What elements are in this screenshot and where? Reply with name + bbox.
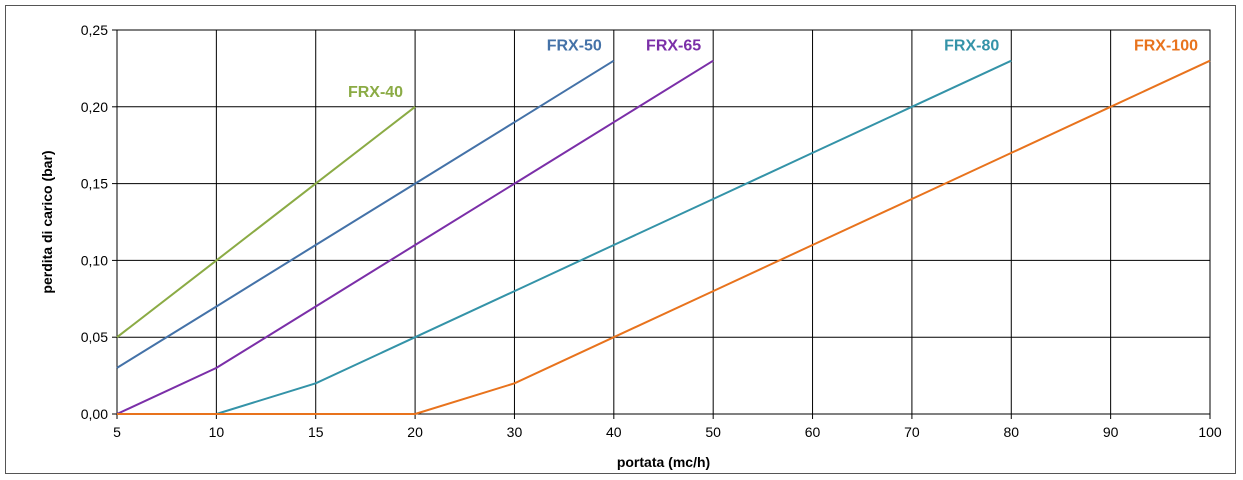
x-axis-title: portata (mc/h)	[617, 454, 710, 470]
series-line-frx-65	[116, 59, 714, 415]
y-tick-label: 0,20	[81, 99, 108, 115]
series-line-frx-40	[116, 106, 416, 338]
x-tick-label: 70	[904, 424, 920, 440]
series-line-frx-50	[116, 59, 615, 369]
x-tick-label: 5	[113, 424, 121, 440]
series-line-frx-100	[117, 59, 1211, 415]
x-tick-label: 60	[805, 424, 821, 440]
x-tick-label: 90	[1103, 424, 1119, 440]
x-tick-label: 10	[209, 424, 225, 440]
y-tick-label: 0,05	[81, 329, 108, 345]
y-tick-label: 0,25	[81, 22, 108, 38]
series-label-frx-50: FRX-50	[547, 38, 602, 55]
x-tick-label: 80	[1003, 424, 1019, 440]
plot-area	[116, 29, 1211, 415]
chart-frame	[5, 5, 1236, 474]
series-label-frx-40: FRX-40	[348, 84, 403, 101]
x-tick-label: 15	[308, 424, 324, 440]
series-line-frx-80	[216, 59, 1012, 415]
x-tick-label: 50	[705, 424, 721, 440]
series-label-frx-65: FRX-65	[646, 38, 701, 55]
x-tick-label: 100	[1198, 424, 1222, 440]
x-tick-label: 40	[606, 424, 622, 440]
y-axis-title: perdita di carico (bar)	[39, 150, 55, 293]
y-tick-label: 0,00	[81, 406, 108, 422]
x-tick-label: 30	[507, 424, 523, 440]
series-label-frx-80: FRX-80	[944, 38, 999, 55]
y-tick-label: 0,10	[81, 252, 108, 268]
x-tick-label: 20	[407, 424, 423, 440]
series-label-frx-100: FRX-100	[1134, 38, 1198, 55]
y-tick-label: 0,15	[81, 176, 108, 192]
